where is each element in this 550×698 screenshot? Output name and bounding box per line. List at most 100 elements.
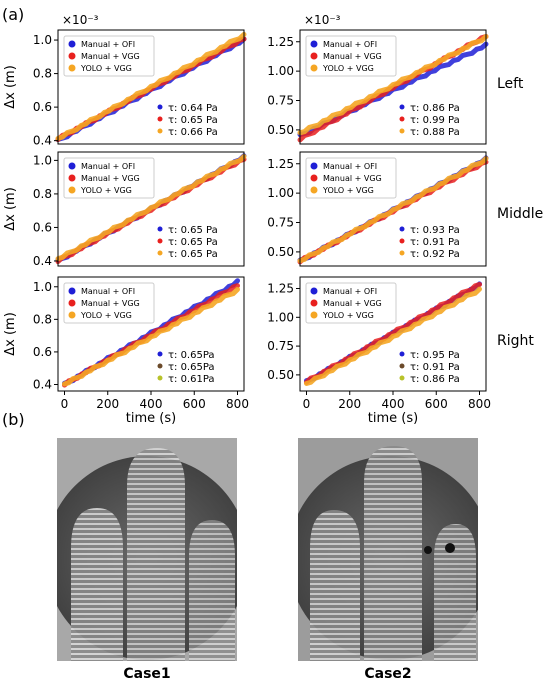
- panel-left-2-ytick-label: 0.75: [267, 94, 294, 108]
- panel-left-2-legend-entry: Manual + OFI: [323, 40, 377, 49]
- panel-middle-2-tau-marker: [399, 238, 405, 244]
- panel-right-2-legend-marker: [310, 311, 318, 319]
- panel-right-2-legend-box: [305, 282, 397, 324]
- panel-left-2-tau-label: τ: 0.86 Pa: [410, 103, 460, 114]
- panel-right-1-xtick-label: 800: [226, 397, 249, 411]
- panel-right-1-tau-marker: [157, 375, 163, 381]
- panel-right-2-xtick-label: 400: [382, 397, 405, 411]
- panel-left-1-ytick-label: 0.4: [33, 134, 52, 148]
- panel-right-1-legend-marker: [68, 311, 76, 319]
- panel-left-2-legend-entry: YOLO + VGG: [322, 64, 374, 73]
- panel-middle-1-legend-marker: [68, 162, 76, 170]
- panel-left-1-legend-entry: YOLO + VGG: [80, 64, 132, 73]
- panel-left-2-legend-entry: Manual + VGG: [323, 52, 382, 61]
- panel-right-2-ytick-label: 0.50: [267, 368, 294, 382]
- panel-left-2-tau-marker: [399, 104, 405, 110]
- panel-right-1-tau-label: τ: 0.61Pa: [168, 374, 215, 385]
- panel-left-1-series-3: [55, 31, 247, 141]
- panel-right-2-ytick-label: 1.00: [267, 310, 294, 324]
- panel-right-1-xtick-label: 200: [96, 397, 119, 411]
- panel-middle-1-series-3: [55, 153, 247, 262]
- panel-right-1-legend-marker: [68, 299, 76, 307]
- panel-right-1-ytick-label: 0.4: [33, 377, 52, 391]
- case2-caption: Case2: [364, 666, 412, 682]
- panel-left-1-legend-marker: [68, 64, 76, 72]
- panel-middle-2-tau-marker: [399, 226, 405, 232]
- panel-middle-2-series-3: [297, 156, 489, 264]
- panel-left-2-series-3: [297, 34, 489, 136]
- panel-right-2-legend-marker: [310, 287, 318, 295]
- panel-middle-1-tau-marker: [157, 226, 163, 232]
- panel-middle-1-legend-marker: [68, 174, 76, 182]
- panel-left-2-tau-label: τ: 0.99 Pa: [410, 115, 460, 126]
- panel-left-2-ytick-label: 1.25: [267, 35, 294, 49]
- panel-left-1-tau-label: τ: 0.64 Pa: [168, 103, 218, 114]
- panel-left-1-ytick-label: 0.6: [33, 100, 52, 114]
- panel-right-2-legend-entry: Manual + OFI: [323, 287, 377, 296]
- panel-middle-2-frame: [299, 151, 487, 267]
- panel-middle-1-tau-marker: [157, 238, 163, 244]
- panel-middle-2-legend-marker: [310, 186, 318, 194]
- panel-right-2-legend-marker: [310, 299, 318, 307]
- panel-middle-1-legend-marker: [68, 186, 76, 194]
- panel-middle-2-legend-entry: YOLO + VGG: [322, 186, 374, 195]
- panel-right-1-xtick-label: 0: [61, 397, 69, 411]
- panel-right-1-tau-marker: [157, 363, 163, 369]
- panel-right-2-tau-marker: [399, 363, 405, 369]
- panel-right-2-tau-label: τ: 0.86 Pa: [410, 374, 460, 385]
- panel-left-1-legend-box: [63, 35, 155, 77]
- panel-left-1-legend-entry: Manual + VGG: [81, 52, 140, 61]
- panel-middle-1-legend-entry: YOLO + VGG: [80, 186, 132, 195]
- panel-left-1-ylabel: Δx (m): [3, 65, 18, 109]
- row-label-left: Left: [497, 76, 524, 92]
- panel-middle-1-ytick-label: 1.0: [33, 153, 52, 167]
- panel-left-1-ytick-label: 0.8: [33, 67, 52, 81]
- panel-middle-1-tau-label: τ: 0.65 Pa: [168, 225, 218, 236]
- panel-right-1-ylabel: Δx (m): [3, 312, 18, 356]
- panel-middle-2-legend-box: [305, 157, 397, 199]
- panel-middle-1-ytick-label: 0.8: [33, 187, 52, 201]
- panel-left-2-legend-marker: [310, 52, 318, 60]
- panel-right-2-xtick-label: 200: [338, 397, 361, 411]
- panel-middle-2-legend-entry: Manual + OFI: [323, 162, 377, 171]
- panel-left-2-ytick-label: 1.00: [267, 64, 294, 78]
- panel-right-1-tau-label: τ: 0.65Pa: [168, 362, 215, 373]
- panel-right-1-series-3: [62, 286, 240, 387]
- panel-right-2-xlabel: time (s): [368, 411, 418, 426]
- exponent-label-col-1: ×10⁻³: [62, 13, 99, 27]
- panel-left-2-tau-marker: [399, 116, 405, 122]
- panel-right-2-tau-label: τ: 0.95 Pa: [410, 350, 460, 361]
- panel-left-1-tau-marker: [157, 116, 163, 122]
- panel-right-2-xtick-label: 600: [425, 397, 448, 411]
- panel-left-1-legend-marker: [68, 40, 76, 48]
- panel-middle-2-tau-label: τ: 0.91 Pa: [410, 237, 460, 248]
- panel-right-2-tau-marker: [399, 375, 405, 381]
- case1-caption: Case1: [123, 666, 171, 682]
- panel-right-1-xtick-label: 400: [140, 397, 163, 411]
- panel-middle-1-tau-label: τ: 0.65 Pa: [168, 237, 218, 248]
- panel-middle-2-tau-label: τ: 0.92 Pa: [410, 249, 460, 260]
- panel-middle-2-legend-marker: [310, 162, 318, 170]
- row-label-right: Right: [497, 333, 534, 349]
- panel-right-1-xlabel: time (s): [126, 411, 176, 426]
- panel-right-1-xtick-label: 600: [183, 397, 206, 411]
- panel-left-1-tau-label: τ: 0.66 Pa: [168, 127, 218, 138]
- panel-right-2-ytick-label: 1.25: [267, 282, 294, 296]
- panel-right-2-series-3: [304, 286, 482, 386]
- panel-left-2-tau-marker: [399, 128, 405, 134]
- panel-middle-2-tau-label: τ: 0.93 Pa: [410, 225, 460, 236]
- panel-right-1-tau-marker: [157, 351, 163, 357]
- panel-right-2-legend-entry: YOLO + VGG: [322, 311, 374, 320]
- panel-right-1-legend-box: [63, 282, 155, 324]
- panel-middle-2-legend-entry: Manual + VGG: [323, 174, 382, 183]
- panel-middle-1-ytick-label: 0.6: [33, 220, 52, 234]
- panel-left-1-legend-marker: [68, 52, 76, 60]
- panel-middle-2-ytick-label: 1.25: [267, 157, 294, 171]
- row-label-middle: Middle: [497, 206, 543, 222]
- panel-left-1-legend-entry: Manual + OFI: [81, 40, 135, 49]
- panel-right-1-tau-label: τ: 0.65Pa: [168, 350, 215, 361]
- case1-photo: [57, 438, 237, 661]
- panel-right-1-legend-entry: Manual + VGG: [81, 299, 140, 308]
- chart-figure: (a) 0.4 0.6 0.8 1.0 Δx (m) Manual + OFI Manual…: [2, 5, 543, 426]
- panel-left-2-ytick-label: 0.50: [267, 123, 294, 137]
